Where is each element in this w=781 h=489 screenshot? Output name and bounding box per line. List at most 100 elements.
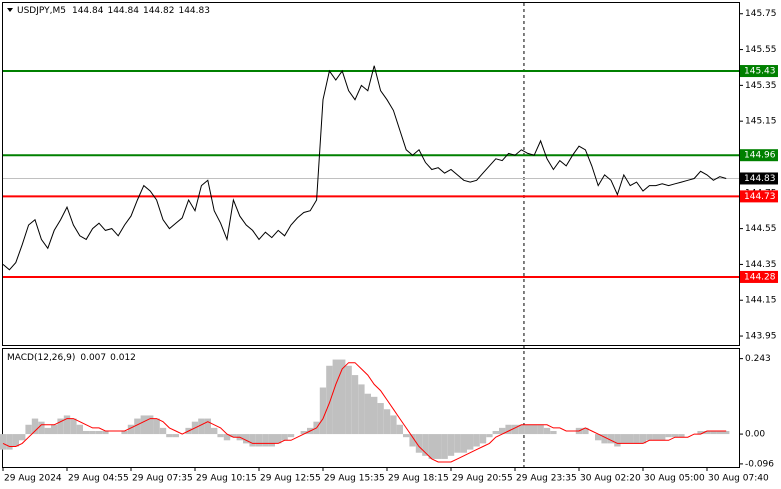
macd-bar — [6, 434, 13, 450]
macd-bar — [646, 434, 653, 441]
level-label: 144.28 — [744, 272, 776, 282]
x-tick-label: 30 Aug 07:40 — [708, 474, 769, 484]
macd-bar — [95, 430, 103, 435]
macd-bar — [447, 434, 455, 456]
macd-bar — [63, 415, 71, 435]
macd-bar — [351, 375, 359, 435]
y-tick-label: 144.55 — [745, 224, 777, 234]
ohlc-close: 144.83 — [178, 6, 210, 16]
macd-bar — [217, 434, 224, 438]
macd-bar — [153, 418, 160, 435]
macd-bar — [396, 424, 403, 435]
macd-bar — [134, 418, 141, 435]
macd-bar — [319, 387, 327, 435]
macd-bar — [281, 434, 288, 441]
level-label-box — [740, 190, 778, 203]
macd-bar — [172, 434, 179, 438]
macd-bar — [403, 434, 410, 438]
macd-bar — [723, 430, 730, 435]
x-tick-label: 29 Aug 04:55 — [68, 474, 129, 484]
x-tick-label: 30 Aug 05:00 — [644, 474, 705, 484]
macd-bar — [550, 430, 557, 435]
macd-frame — [2, 348, 740, 468]
x-tick-label: 29 Aug 15:35 — [324, 474, 385, 484]
level-label: 144.96 — [744, 151, 776, 161]
macd-bar — [415, 434, 423, 453]
macd-bar — [358, 384, 365, 435]
symbol: USDJPY,M5 — [17, 6, 66, 16]
menu-icon — [7, 8, 13, 12]
macd-bar — [159, 427, 167, 435]
macd-bar — [12, 434, 19, 447]
macd-bar — [460, 434, 467, 453]
level-label-box — [740, 65, 778, 78]
macd-bar — [524, 424, 531, 435]
macd-bar — [441, 434, 448, 459]
y-tick-label: -0.096 — [745, 459, 774, 469]
y-tick-label: 0.00 — [745, 430, 765, 440]
x-tick-label: 29 Aug 10:15 — [196, 474, 257, 484]
macd-bar — [409, 434, 416, 447]
price-header: USDJPY,M5 144.84 144.84 144.82 144.83 — [17, 6, 210, 16]
macd-bar — [140, 415, 147, 435]
level-label-box — [740, 270, 778, 283]
macd-bar — [518, 424, 525, 435]
macd-bar — [665, 434, 672, 438]
level-label: 145.43 — [744, 67, 776, 77]
x-tick-label: 29 Aug 18:15 — [388, 474, 449, 484]
macd-bar — [697, 430, 704, 435]
y-tick-label: 145.55 — [745, 45, 777, 55]
macd-bar — [371, 396, 378, 435]
macd-bar — [345, 365, 352, 435]
y-tick-label: 144.15 — [745, 296, 777, 306]
macd-bar — [710, 430, 717, 435]
macd-bar — [0, 434, 7, 450]
macd-bar — [703, 430, 711, 435]
macd-bar — [198, 418, 205, 435]
macd-bar — [486, 434, 493, 438]
macd-bar — [70, 418, 77, 435]
current-price-label: 144.83 — [744, 174, 776, 184]
y-tick-label: 145.75 — [745, 9, 777, 19]
level-label-box — [740, 149, 778, 162]
macd-bar — [44, 427, 51, 435]
macd-bar — [211, 427, 218, 435]
macd-bar — [19, 434, 26, 441]
macd-bar — [230, 434, 237, 438]
macd-bar — [607, 434, 615, 444]
price-line — [2, 65, 727, 271]
macd-bar — [499, 427, 506, 435]
macd-bar — [454, 434, 461, 453]
macd-bar — [531, 424, 538, 435]
macd-bar — [287, 434, 295, 438]
macd-bar — [262, 434, 269, 447]
y-tick-label: 143.95 — [745, 332, 777, 342]
macd-bar — [332, 359, 339, 435]
macd-bar — [339, 359, 346, 435]
macd-bar — [83, 430, 90, 435]
macd-bar — [383, 409, 391, 435]
macd-bar — [511, 424, 519, 435]
ohlc-high: 144.84 — [107, 6, 139, 16]
macd-bar — [473, 434, 480, 447]
macd-bar — [166, 434, 173, 438]
macd-bar — [505, 424, 512, 435]
macd-bar — [243, 434, 250, 444]
macd-bar — [249, 434, 256, 447]
macd-bar — [89, 430, 96, 435]
y-tick-label: 145.15 — [745, 117, 777, 127]
macd-bar — [38, 421, 45, 435]
macd-bar — [639, 434, 647, 444]
macd-bar — [25, 424, 32, 435]
macd-bar — [76, 424, 83, 435]
macd-bar — [275, 434, 282, 444]
macd-bar — [659, 434, 666, 441]
macd-bar — [492, 430, 499, 435]
macd-signal: 0.012 — [110, 353, 136, 363]
x-tick-label: 29 Aug 07:35 — [132, 474, 193, 484]
macd-bar — [435, 434, 442, 459]
x-tick-label: 29 Aug 2024 — [4, 474, 62, 484]
x-tick-label: 30 Aug 02:20 — [580, 474, 641, 484]
macd-bar — [268, 434, 275, 447]
